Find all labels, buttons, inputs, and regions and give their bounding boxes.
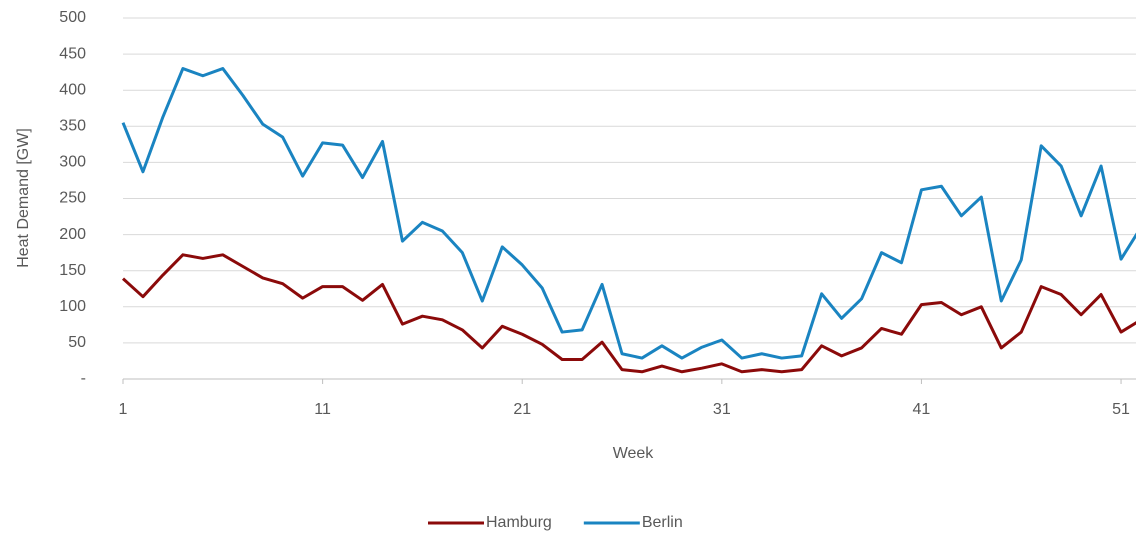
y-tick-label: 500 [59, 9, 86, 26]
x-tick-label: 11 [314, 401, 331, 418]
series-line [121, 253, 1136, 374]
y-tick-label: 100 [59, 298, 86, 315]
legend-label: Hamburg [486, 514, 552, 531]
y-tick-label: 300 [59, 154, 86, 171]
y-tick-label: 50 [68, 334, 86, 351]
y-tick-label: - [81, 370, 86, 387]
y-tick-label: 200 [59, 226, 86, 243]
y-tick-label: 350 [59, 118, 86, 135]
plot-area [121, 67, 1136, 374]
x-tick-label: 41 [913, 401, 931, 418]
x-tick-label: 1 [119, 401, 128, 418]
x-tick-label: 21 [513, 401, 531, 418]
y-tick-label: 150 [59, 262, 86, 279]
legend-label: Berlin [642, 514, 683, 531]
x-axis-label: Week [613, 445, 655, 462]
x-tick-label: 31 [713, 401, 731, 418]
y-tick-label: 250 [59, 190, 86, 207]
x-tick-label: 51 [1112, 401, 1130, 418]
y-tick-label: 400 [59, 81, 86, 98]
series-line [121, 67, 1136, 360]
y-tick-label: 450 [59, 45, 86, 62]
y-axis-label: Heat Demand [GW] [15, 128, 32, 268]
